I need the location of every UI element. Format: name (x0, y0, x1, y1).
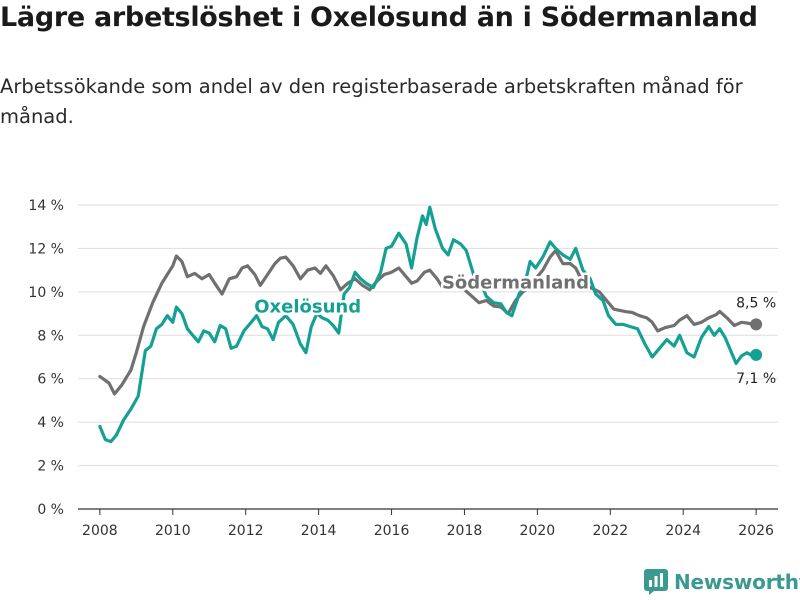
series-label-oxelosund: Oxelösund (254, 296, 361, 317)
series-label-halo: Södermanland (442, 273, 589, 294)
x-tick-label: 2008 (82, 523, 118, 539)
x-tick-label: 2022 (592, 523, 628, 539)
x-tick-label: 2026 (738, 523, 774, 539)
x-tick-label: 2010 (155, 523, 191, 539)
newsworthy-logo: Newsworthy (644, 566, 800, 598)
x-tick-label: 2012 (228, 523, 264, 539)
y-tick-label: 12 % (28, 241, 64, 257)
series-labels: 8,5 %7,1 %OxelösundOxelösundSödermanland… (252, 270, 776, 387)
y-tick-label: 14 % (28, 198, 64, 214)
x-axis-ticks: 2008 2010 2012 2014 2016 2018 2020 2022 2024 2026 (82, 509, 774, 539)
grid-lines (78, 204, 778, 510)
y-tick-label: 0 % (37, 502, 64, 518)
newsworthy-logo-icon (644, 569, 668, 595)
series-label-sodermanland: Södermanland (442, 273, 589, 294)
end-value-label: 8,5 % (736, 295, 776, 311)
chart-title: Lägre arbetslöshet i Oxelösund än i Söde… (0, 2, 758, 33)
series-lines (98, 205, 763, 444)
x-tick-label: 2020 (520, 523, 556, 539)
y-tick-label: 8 % (37, 328, 64, 344)
newsworthy-brand: Newsworthy (674, 570, 800, 594)
series-label-halo: Oxelösund (254, 296, 361, 317)
end-point-oxelosund (750, 348, 763, 361)
y-tick-label: 10 % (28, 285, 64, 301)
y-tick-label: 6 % (37, 372, 64, 388)
series-line-sodermanland (98, 249, 758, 396)
x-tick-label: 2024 (665, 523, 701, 539)
y-axis-ticks: 0 % 2 % 4 % 6 % 8 % 10 % 12 % 14 % (28, 198, 64, 518)
end-value-label: 7,1 % (736, 371, 776, 387)
y-tick-label: 2 % (37, 459, 64, 475)
chart-subtitle: Arbetssökande som andel av den registerb… (0, 75, 743, 128)
y-tick-label: 4 % (37, 415, 64, 431)
series-line-oxelosund (98, 205, 758, 444)
end-point-sodermanland (750, 318, 763, 331)
x-tick-label: 2016 (374, 523, 410, 539)
x-tick-label: 2018 (447, 523, 483, 539)
x-tick-label: 2014 (301, 523, 337, 539)
